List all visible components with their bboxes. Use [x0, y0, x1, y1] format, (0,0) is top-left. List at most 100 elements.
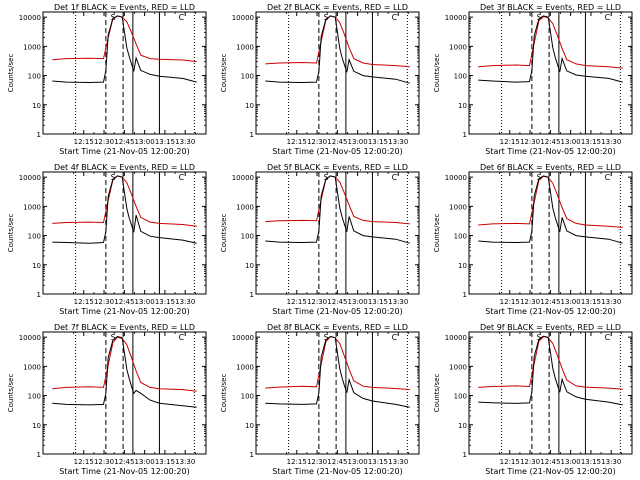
panel-det-4: Det 4f BLACK = Events, RED = LLD 1 10 100 10…: [7, 163, 207, 316]
x-tick-label: 12:30: [520, 458, 540, 466]
marker-label-c: C: [179, 173, 185, 182]
y-axis-label: Counts/sec: [7, 374, 15, 413]
x-tick-label: 13:30: [175, 298, 195, 306]
series-lld-line: [478, 335, 623, 390]
marker-label-s: S: [111, 173, 116, 182]
x-tick-label: 12:45: [114, 458, 134, 466]
y-tick-label: 100: [241, 393, 254, 401]
x-tick-label: 12:15: [500, 298, 520, 306]
y-tick-label: 1000: [23, 363, 41, 371]
x-tick-label: 13:00: [135, 458, 155, 466]
x-tick-label: 13:00: [135, 298, 155, 306]
x-tick-label: 12:15: [74, 298, 94, 306]
y-tick-label: 1000: [449, 43, 467, 51]
series-events-line: [478, 175, 623, 244]
y-tick-label: 1000: [236, 203, 254, 211]
x-tick-label: 12:45: [327, 298, 347, 306]
panel-title: Det 4f BLACK = Events, RED = LLD: [54, 163, 195, 172]
y-tick-label: 10: [32, 422, 41, 430]
x-tick-label: 12:15: [500, 458, 520, 466]
series-events-line: [265, 15, 410, 84]
series-events-line: [478, 335, 623, 406]
panel-det-6: Det 6f BLACK = Events, RED = LLD 1 10 100 10…: [433, 163, 633, 316]
x-tick-label: 13:00: [348, 458, 368, 466]
x-tick-label: 13:15: [155, 458, 175, 466]
x-axis-label: Start Time (21-Nov-05 12:00:20): [485, 467, 615, 476]
x-axis-label: Start Time (21-Nov-05 12:00:20): [272, 147, 402, 156]
x-tick-label: 12:30: [307, 138, 327, 146]
x-axis-label: Start Time (21-Nov-05 12:00:20): [59, 307, 189, 316]
x-tick-label: 12:15: [287, 458, 307, 466]
x-tick-label: 13:15: [368, 138, 388, 146]
x-axis-label: Start Time (21-Nov-05 12:00:20): [59, 467, 189, 476]
y-tick-label: 10: [32, 262, 41, 270]
panel-det-2: Det 2f BLACK = Events, RED = LLD 1 10 100 10…: [220, 3, 420, 156]
series-events-line: [478, 15, 623, 83]
y-axis-label: Counts/sec: [433, 54, 441, 93]
x-tick-label: 13:30: [601, 138, 621, 146]
panel-title: Det 5f BLACK = Events, RED = LLD: [267, 163, 408, 172]
marker-label-c: C: [392, 13, 398, 22]
y-tick-label: 10000: [445, 14, 467, 22]
panel-title: Det 1f BLACK = Events, RED = LLD: [54, 3, 195, 12]
series-lld-line: [52, 15, 197, 63]
y-tick-label: 100: [454, 393, 467, 401]
x-tick-label: 12:45: [540, 138, 560, 146]
x-tick-label: 13:15: [155, 138, 175, 146]
y-tick-label: 100: [454, 233, 467, 241]
y-tick-label: 1: [37, 291, 41, 299]
x-tick-label: 13:15: [368, 298, 388, 306]
marker-label-c: C: [392, 173, 398, 182]
x-tick-label: 12:45: [540, 458, 560, 466]
x-tick-label: 13:00: [348, 138, 368, 146]
x-axis-label: Start Time (21-Nov-05 12:00:20): [485, 147, 615, 156]
marker-label-c: C: [605, 173, 611, 182]
x-tick-label: 12:45: [540, 298, 560, 306]
y-tick-label: 100: [28, 233, 41, 241]
marker-label-c: C: [605, 333, 611, 342]
panel-title: Det 9f BLACK = Events, RED = LLD: [480, 323, 621, 332]
marker-label-c: C: [392, 333, 398, 342]
y-tick-label: 10: [32, 102, 41, 110]
x-axis-label: Start Time (21-Nov-05 12:00:20): [272, 467, 402, 476]
series-lld-line: [265, 335, 410, 391]
x-tick-label: 13:00: [561, 458, 581, 466]
x-tick-label: 12:30: [520, 138, 540, 146]
x-tick-label: 12:30: [307, 458, 327, 466]
y-tick-label: 10: [458, 262, 467, 270]
marker-label-s: S: [324, 13, 329, 22]
series-events-line: [265, 335, 410, 408]
y-tick-label: 100: [454, 73, 467, 81]
marker-label-s: S: [537, 173, 542, 182]
series-lld-line: [478, 15, 623, 69]
y-tick-label: 1000: [23, 43, 41, 51]
panel-det-9: Det 9f BLACK = Events, RED = LLD 1 10 100 10…: [433, 323, 633, 476]
x-axis-label: Start Time (21-Nov-05 12:00:20): [272, 307, 402, 316]
panel-det-3: Det 3f BLACK = Events, RED = LLD 1 10 100 10…: [433, 3, 633, 156]
y-tick-label: 1000: [236, 43, 254, 51]
x-tick-label: 12:15: [287, 298, 307, 306]
y-axis-label: Counts/sec: [433, 214, 441, 253]
y-tick-label: 1: [250, 131, 254, 139]
y-axis-label: Counts/sec: [220, 214, 228, 253]
y-tick-label: 1: [250, 451, 254, 459]
x-tick-label: 12:15: [74, 458, 94, 466]
x-tick-label: 13:15: [368, 458, 388, 466]
x-tick-label: 12:45: [327, 458, 347, 466]
y-tick-label: 10: [245, 422, 254, 430]
x-tick-label: 12:45: [114, 298, 134, 306]
x-tick-label: 13:00: [561, 138, 581, 146]
x-tick-label: 12:30: [94, 138, 114, 146]
y-tick-label: 1: [463, 131, 467, 139]
x-tick-label: 12:15: [287, 138, 307, 146]
x-tick-label: 13:30: [388, 458, 408, 466]
x-tick-label: 13:30: [175, 458, 195, 466]
marker-label-s: S: [111, 13, 116, 22]
x-tick-label: 12:15: [74, 138, 94, 146]
y-tick-label: 1: [37, 131, 41, 139]
panel-det-5: Det 5f BLACK = Events, RED = LLD 1 10 100 10…: [220, 163, 420, 316]
y-tick-label: 100: [241, 233, 254, 241]
series-lld-line: [265, 175, 410, 225]
panel-title: Det 2f BLACK = Events, RED = LLD: [267, 3, 408, 12]
series-lld-line: [52, 336, 197, 392]
